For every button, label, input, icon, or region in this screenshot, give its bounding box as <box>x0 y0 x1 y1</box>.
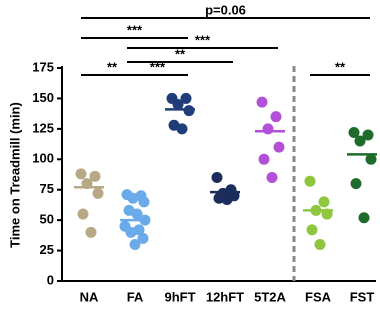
significance-label: *** <box>127 22 143 37</box>
data-point <box>273 141 285 153</box>
y-tick-label: 100 <box>32 151 54 166</box>
data-point <box>270 111 282 123</box>
data-point <box>77 208 89 220</box>
y-tick-label: 125 <box>32 120 54 135</box>
significance-label: p=0.06 <box>205 2 246 17</box>
significance-label: *** <box>195 32 211 47</box>
data-point <box>92 187 104 199</box>
data-point <box>75 168 87 180</box>
significance-label: ** <box>335 59 346 74</box>
data-point <box>314 238 326 250</box>
data-point <box>262 123 274 135</box>
data-point <box>137 232 149 244</box>
x-tick-label: 9hFT <box>164 289 195 304</box>
data-point <box>358 212 370 224</box>
data-point <box>125 226 137 238</box>
significance-label: *** <box>150 59 166 74</box>
significance-label: ** <box>107 59 118 74</box>
data-point <box>258 153 270 165</box>
data-point <box>221 193 233 205</box>
y-tick-label: 175 <box>32 59 54 74</box>
data-point <box>350 178 362 190</box>
y-tick-label: 0 <box>47 272 54 287</box>
x-tick-label: FST <box>350 289 375 304</box>
y-tick-label: 75 <box>40 181 54 196</box>
data-point <box>180 92 192 104</box>
significance-label: ** <box>175 46 186 61</box>
data-point <box>131 208 143 220</box>
y-tick-label: 150 <box>32 90 54 105</box>
data-point <box>348 127 360 139</box>
y-axis-label: Time on Treadmill (min) <box>7 102 22 248</box>
data-point <box>304 175 316 187</box>
y-tick-label: 50 <box>40 212 54 227</box>
data-point <box>89 170 101 182</box>
data-point <box>172 99 184 111</box>
data-point <box>85 226 97 238</box>
data-point <box>362 129 374 141</box>
data-point <box>129 238 141 250</box>
x-tick-label: NA <box>80 289 99 304</box>
y-tick-label: 25 <box>40 242 54 257</box>
data-point <box>318 196 330 208</box>
data-point <box>211 172 223 184</box>
data-point <box>266 172 278 184</box>
data-point <box>256 96 268 108</box>
data-point <box>176 123 188 135</box>
x-tick-label: FA <box>127 289 144 304</box>
x-tick-label: 12hFT <box>206 289 244 304</box>
x-tick-label: 5T2A <box>254 289 286 304</box>
data-point <box>306 224 318 236</box>
data-point <box>127 192 139 204</box>
data-point <box>138 196 150 208</box>
data-point <box>354 135 366 147</box>
x-tick-label: FSA <box>305 289 332 304</box>
data-point <box>365 153 377 165</box>
